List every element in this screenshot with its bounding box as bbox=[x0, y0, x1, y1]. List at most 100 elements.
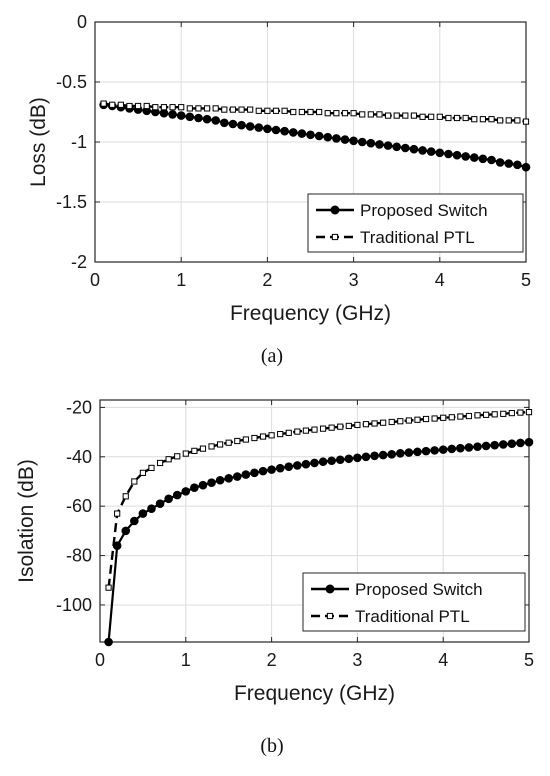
chart-b-series-1-point-39 bbox=[440, 414, 447, 421]
chart-b-ytick-label-3: -80 bbox=[66, 546, 92, 566]
chart-a-series-0-point-26 bbox=[323, 132, 333, 142]
chart-a-ytick-label-3: -1.5 bbox=[56, 192, 87, 212]
chart-a-series-1-point-17 bbox=[247, 106, 254, 113]
chart-a-series-0-point-46 bbox=[495, 158, 505, 167]
chart-a-series-1-point-47 bbox=[505, 117, 512, 124]
chart-b-series-0-point-34 bbox=[396, 449, 405, 458]
chart-a-series-0-point-43 bbox=[469, 153, 479, 162]
figure-b: 0 1 2 3 4 5 -20 -40 -60 -80 -100 Proposed Switch Tra… bbox=[0, 380, 550, 776]
chart-b-series-0-point-49 bbox=[524, 437, 534, 447]
chart-b-series-1-point-29 bbox=[354, 421, 361, 429]
chart-a-series-0-point-14 bbox=[220, 118, 229, 128]
chart-a-series-1-point-12 bbox=[203, 105, 211, 112]
chart-a-series-1-point-37 bbox=[419, 113, 426, 120]
chart-b-xtick-label-0: 0 bbox=[95, 650, 105, 670]
chart-a-series-0-point-19 bbox=[263, 124, 272, 134]
chart-a-series-0-point-42 bbox=[461, 152, 470, 161]
chart-a-series-0-point-41 bbox=[452, 150, 462, 160]
chart-b-series-1-point-20 bbox=[277, 430, 284, 438]
chart-b-series-0-point-27 bbox=[335, 455, 345, 465]
chart-b-series-1-point-21 bbox=[285, 429, 292, 436]
chart-a-axes-frame bbox=[94, 21, 527, 263]
chart-b-series-0-point-19 bbox=[267, 465, 276, 474]
chart-a-series-0-point-11 bbox=[194, 113, 203, 123]
chart-a-series-1-point-49 bbox=[522, 118, 530, 125]
chart-b-series-1-point-33 bbox=[388, 418, 395, 426]
chart-a-series-0-point-31 bbox=[366, 138, 376, 148]
chart-b-series-0-point-46 bbox=[498, 440, 508, 449]
chart-b-series-1-point-30 bbox=[362, 421, 370, 428]
chart-b-legend-label-0: Proposed Switch bbox=[355, 580, 483, 599]
chart-b-legend-box bbox=[302, 572, 526, 632]
chart-a-series-1-point-3 bbox=[126, 102, 133, 110]
chart-a-series-1-point-40 bbox=[445, 114, 452, 122]
chart-a-series-1-point-45 bbox=[488, 116, 495, 123]
chart-b-series-0-point-25 bbox=[318, 457, 328, 467]
chart-b-series-0-point-4 bbox=[138, 509, 148, 518]
chart-a-series-1-point-25 bbox=[316, 108, 323, 116]
figure-a: 0 1 2 3 4 5 0 -0.5 -1 -1.5 -2 Proposed Switch Tradit… bbox=[0, 0, 550, 380]
chart-a-series-0-point-24 bbox=[306, 130, 315, 140]
chart-b-series-1-point-37 bbox=[422, 415, 430, 423]
chart-a-series-1-point-23 bbox=[298, 108, 305, 116]
chart-a-series-1-point-24 bbox=[307, 108, 314, 116]
chart-b-series-1-point-25 bbox=[319, 425, 327, 432]
chart-a-ytick-label-0: 0 bbox=[77, 12, 87, 32]
chart-b-series-1-point-32 bbox=[380, 419, 387, 426]
chart-a-series-0-point-33 bbox=[383, 141, 393, 150]
chart-a-series-1-point-18 bbox=[255, 107, 262, 114]
chart-b-legend-label-1: Traditional PTL bbox=[355, 607, 470, 626]
chart-b-series-0-point-37 bbox=[421, 446, 431, 456]
chart-b-series-0-point-43 bbox=[473, 442, 482, 451]
chart-a-series-0-point-35 bbox=[401, 143, 410, 153]
chart-b-series-0-point-20 bbox=[275, 463, 285, 473]
chart-b-series-1-point-47 bbox=[508, 409, 515, 417]
chart-a-series-1-point-16 bbox=[238, 106, 245, 113]
chart-b-series-1-point-28 bbox=[345, 422, 352, 430]
chart-a-xtick-label-5: 5 bbox=[521, 270, 531, 290]
chart-b-series-0-point-15 bbox=[232, 472, 242, 481]
chart-b-series-0-point-47 bbox=[507, 439, 517, 449]
chart-b-series-0-point-42 bbox=[464, 443, 474, 452]
chart-b-series-1-point-34 bbox=[397, 418, 404, 425]
chart-b-series-1-point-36 bbox=[414, 416, 421, 423]
chart-a-series-0-point-40 bbox=[444, 149, 453, 159]
chart-a-series-1-point-30 bbox=[359, 111, 366, 118]
chart-b-axes-frame bbox=[99, 399, 530, 643]
chart-b-series-0-point-40 bbox=[447, 444, 457, 454]
chart-a-series-1-point-36 bbox=[410, 112, 418, 119]
chart-a-xtick-label-2: 2 bbox=[262, 270, 272, 290]
chart-b-series-1-point-6 bbox=[156, 459, 164, 467]
chart-a-series-1-point-6 bbox=[152, 104, 159, 111]
chart-b-series-0-point-10 bbox=[190, 483, 199, 492]
chart-a-series-0-point-7 bbox=[159, 108, 169, 118]
chart-a-series-1-point-14 bbox=[221, 106, 228, 113]
chart-b-series-1-point-40 bbox=[448, 414, 455, 421]
chart-b-ytick-label-0: -20 bbox=[66, 397, 92, 417]
chart-a-series-1-point-27 bbox=[333, 110, 340, 117]
chart-a-series-0-point-27 bbox=[332, 134, 341, 143]
chart-b-series-0-point-3 bbox=[130, 516, 139, 526]
chart-a-xtick-label-4: 4 bbox=[435, 270, 445, 290]
chart-a-series-0-point-15 bbox=[228, 119, 238, 129]
chart-a-series-0-point-21 bbox=[280, 126, 289, 136]
chart-b-series-1-point-45 bbox=[491, 411, 498, 418]
chart-b-series-1-point-24 bbox=[311, 426, 318, 433]
chart-a-ytick-label-1: -0.5 bbox=[56, 72, 87, 92]
chart-a-series-0-point-30 bbox=[357, 137, 367, 147]
chart-a-series-1-point-5 bbox=[143, 102, 150, 110]
chart-b-series-1-point-12 bbox=[208, 443, 215, 450]
chart-b-series-1-point-31 bbox=[371, 420, 378, 427]
chart-b-series-1-point-48 bbox=[517, 409, 524, 416]
chart-b-xlabel: Frequency (GHz) bbox=[234, 682, 395, 705]
chart-a-legend-label-1: Traditional PTL bbox=[360, 228, 475, 247]
chart-b-xtick-label-3: 3 bbox=[352, 650, 362, 670]
chart-a-legend-box bbox=[307, 193, 524, 253]
chart-b-ytick-label-4: -100 bbox=[56, 595, 92, 615]
chart-a-series-0-point-13 bbox=[211, 116, 220, 125]
chart-b-series-0-point-6 bbox=[155, 499, 165, 509]
chart-a-series-1-point-7 bbox=[160, 104, 168, 111]
chart-b-series-0-point-7 bbox=[164, 494, 173, 504]
chart-b-series-1-point-2 bbox=[122, 493, 129, 500]
chart-b-series-1-point-8 bbox=[174, 453, 181, 460]
